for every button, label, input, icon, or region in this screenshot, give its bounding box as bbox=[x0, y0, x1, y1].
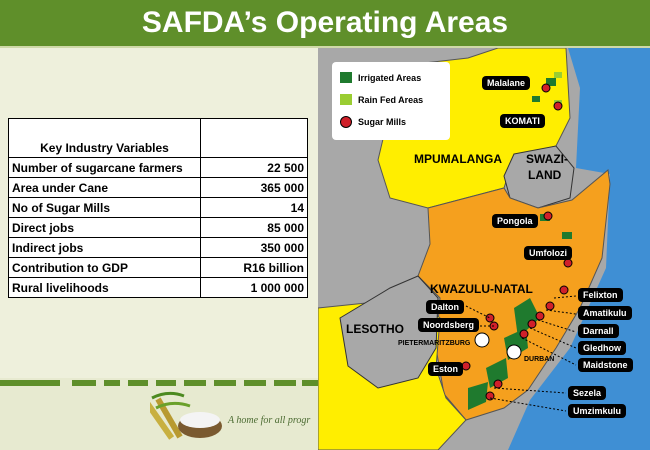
key-industry-table: Key Industry Variables Number of sugarca… bbox=[8, 118, 308, 298]
mill-dot-icon bbox=[340, 116, 352, 128]
row-label: Direct jobs bbox=[8, 217, 201, 238]
row-value: 85 000 bbox=[200, 217, 308, 238]
region-swaziland-2: LAND bbox=[528, 168, 562, 182]
map-panel: Irrigated Areas Rain Fed Areas Sugar Mil… bbox=[318, 48, 650, 450]
row-label: Indirect jobs bbox=[8, 237, 201, 258]
legend-rainfed: Rain Fed Areas bbox=[340, 94, 423, 105]
row-value: 14 bbox=[200, 197, 308, 218]
table-row: Number of sugarcane farmers 22 500 bbox=[8, 157, 308, 178]
table-row: Rural livelihoods 1 000 000 bbox=[8, 277, 308, 298]
table-row: No of Sugar Mills 14 bbox=[8, 197, 308, 218]
row-label: Rural livelihoods bbox=[8, 277, 201, 298]
mill-label-eston: Eston bbox=[428, 362, 464, 376]
map-graphic bbox=[318, 48, 611, 450]
table-row: Indirect jobs 350 000 bbox=[8, 237, 308, 258]
mill-label-amatikulu: Amatikulu bbox=[578, 306, 632, 320]
mill-label-malalane: Malalane bbox=[482, 76, 531, 90]
slide-title: SAFDA’s Operating Areas bbox=[0, 0, 650, 48]
legend-mills-label: Sugar Mills bbox=[358, 117, 407, 127]
table-header-row: Key Industry Variables bbox=[8, 118, 308, 158]
table-header-empty bbox=[200, 118, 308, 158]
region-swaziland-1: SWAZI- bbox=[526, 152, 568, 166]
mill-label-darnall: Darnall bbox=[578, 324, 619, 338]
legend-irrigated-label: Irrigated Areas bbox=[358, 72, 422, 83]
row-label: No of Sugar Mills bbox=[8, 197, 201, 218]
mill-label-umfolozi: Umfolozi bbox=[524, 246, 572, 260]
dashed-divider bbox=[0, 380, 318, 386]
mill-label-umzimkulu: Umzimkulu bbox=[568, 404, 627, 418]
city-durban: DURBAN bbox=[524, 356, 555, 363]
legend-rainfed-label: Rain Fed Areas bbox=[358, 94, 424, 105]
row-value: R16 billion bbox=[200, 257, 308, 278]
row-value: 365 000 bbox=[200, 177, 308, 198]
table-row: Area under Cane 365 000 bbox=[8, 177, 308, 198]
mill-label-gledhow: Gledhow bbox=[578, 341, 626, 355]
mill-label-felixton: Felixton bbox=[578, 288, 623, 302]
row-value: 1 000 000 bbox=[200, 277, 308, 298]
row-value: 22 500 bbox=[200, 157, 308, 178]
mill-label-komati: KOMATI bbox=[500, 114, 545, 128]
region-mpumalanga: MPUMALANGA bbox=[414, 152, 502, 166]
region-lesotho: LESOTHO bbox=[346, 322, 405, 336]
city-pietermaritzburg: PIETERMARITZBURG bbox=[398, 340, 471, 347]
irrigated-swatch-icon bbox=[340, 72, 352, 83]
legend-mills: Sugar Mills bbox=[340, 116, 406, 128]
mill-label-sezela: Sezela bbox=[568, 386, 607, 400]
region-kwazulu-natal: KWAZULU-NATAL bbox=[430, 282, 533, 296]
table-row: Direct jobs 85 000 bbox=[8, 217, 308, 238]
mill-label-maidstone: Maidstone bbox=[578, 358, 633, 372]
row-label: Contribution to GDP bbox=[8, 257, 201, 278]
row-label: Number of sugarcane farmers bbox=[8, 157, 201, 178]
table-row: Contribution to GDP R16 billion bbox=[8, 257, 308, 278]
sugarcane-logo-icon bbox=[150, 391, 222, 440]
mill-label-noordsberg: Noordsberg bbox=[418, 318, 480, 332]
mill-label-dalton: Dalton bbox=[426, 300, 464, 314]
legend-irrigated: Irrigated Areas bbox=[340, 72, 421, 83]
row-value: 350 000 bbox=[200, 237, 308, 258]
map-legend: Irrigated Areas Rain Fed Areas Sugar Mil… bbox=[332, 62, 450, 140]
row-label: Area under Cane bbox=[8, 177, 201, 198]
table-header: Key Industry Variables bbox=[8, 118, 201, 158]
mill-label-pongola: Pongola bbox=[492, 214, 538, 228]
tagline: A home for all progr bbox=[228, 415, 311, 426]
rainfed-swatch-icon bbox=[340, 94, 352, 105]
